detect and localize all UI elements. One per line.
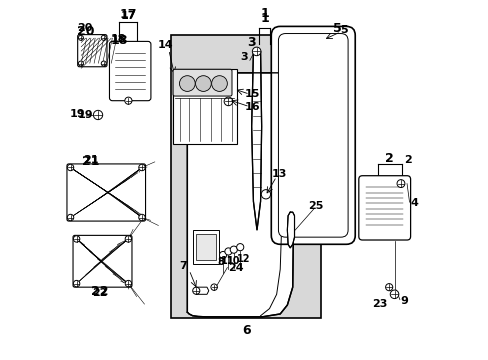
Circle shape	[230, 246, 237, 253]
Circle shape	[211, 76, 227, 91]
Text: 21: 21	[83, 155, 99, 165]
Bar	[173, 69, 237, 144]
Circle shape	[125, 236, 131, 242]
Circle shape	[261, 190, 270, 199]
Circle shape	[139, 214, 145, 221]
Text: 8: 8	[217, 257, 224, 267]
Circle shape	[78, 61, 83, 66]
Text: 10: 10	[226, 256, 240, 266]
Circle shape	[67, 214, 74, 221]
Circle shape	[78, 35, 83, 40]
Circle shape	[396, 180, 404, 188]
Text: 18: 18	[111, 34, 126, 44]
Circle shape	[73, 236, 80, 242]
Text: 22: 22	[91, 285, 108, 298]
Text: 1: 1	[260, 8, 268, 21]
Text: 19: 19	[69, 109, 84, 119]
Circle shape	[224, 248, 231, 255]
FancyBboxPatch shape	[278, 33, 347, 237]
Polygon shape	[187, 73, 294, 317]
Text: 11: 11	[220, 256, 234, 266]
Circle shape	[139, 164, 145, 171]
Text: 3: 3	[240, 52, 247, 62]
Circle shape	[124, 97, 132, 104]
FancyBboxPatch shape	[271, 26, 354, 244]
Text: 20: 20	[77, 25, 94, 38]
Text: 19: 19	[78, 110, 93, 120]
Text: 6: 6	[242, 324, 250, 337]
Polygon shape	[287, 212, 294, 248]
Circle shape	[252, 47, 261, 56]
Text: 4: 4	[410, 198, 418, 208]
Text: 18: 18	[110, 34, 127, 47]
Text: 15: 15	[244, 89, 260, 99]
Circle shape	[192, 287, 200, 294]
Text: 22: 22	[92, 288, 107, 297]
Text: 20: 20	[77, 23, 92, 33]
Text: 25: 25	[307, 201, 323, 211]
Bar	[192, 230, 219, 264]
Text: 9: 9	[400, 296, 407, 306]
Polygon shape	[251, 48, 261, 230]
Bar	[196, 234, 216, 260]
Circle shape	[195, 76, 211, 91]
Text: 24: 24	[228, 262, 244, 273]
Text: 7: 7	[179, 261, 186, 271]
FancyBboxPatch shape	[67, 164, 145, 221]
Text: 17: 17	[121, 11, 136, 21]
Text: 23: 23	[371, 299, 386, 309]
Text: 2: 2	[404, 156, 411, 165]
Text: 2: 2	[384, 152, 393, 165]
FancyBboxPatch shape	[109, 41, 151, 101]
FancyBboxPatch shape	[358, 176, 410, 240]
Text: 12: 12	[237, 253, 250, 264]
Text: 3: 3	[247, 36, 255, 49]
Circle shape	[224, 97, 232, 106]
Circle shape	[67, 164, 74, 171]
FancyBboxPatch shape	[78, 35, 107, 67]
FancyBboxPatch shape	[173, 69, 231, 96]
Circle shape	[125, 280, 131, 287]
Circle shape	[389, 290, 398, 298]
Text: 21: 21	[82, 155, 100, 168]
Circle shape	[73, 280, 80, 287]
Circle shape	[101, 61, 106, 66]
Text: 17: 17	[120, 9, 137, 22]
FancyBboxPatch shape	[73, 235, 132, 287]
Text: 14: 14	[158, 40, 173, 50]
Text: 16: 16	[244, 102, 260, 112]
Text: 1: 1	[260, 12, 268, 25]
Circle shape	[236, 244, 244, 251]
Circle shape	[179, 76, 195, 91]
Circle shape	[210, 284, 217, 291]
Bar	[171, 35, 321, 318]
Text: 5: 5	[332, 22, 341, 35]
Circle shape	[219, 251, 226, 258]
Text: 5: 5	[339, 25, 347, 35]
Circle shape	[385, 284, 392, 291]
Circle shape	[101, 35, 106, 40]
Circle shape	[93, 111, 102, 120]
Text: 13: 13	[271, 168, 286, 179]
